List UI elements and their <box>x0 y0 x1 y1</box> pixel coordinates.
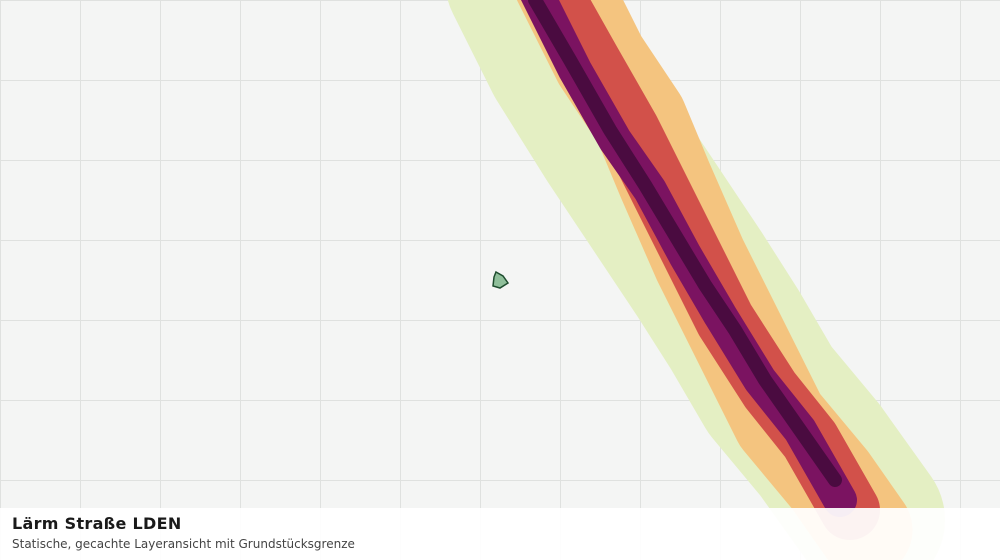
parcel-boundary <box>492 270 510 289</box>
caption-panel: Lärm Straße LDEN Statische, gecachte Lay… <box>0 508 1000 560</box>
map-subtitle: Statische, gecachte Layeransicht mit Gru… <box>12 537 355 551</box>
noise-band-75 <box>528 0 842 487</box>
noise-layer <box>447 0 945 560</box>
map-title: Lärm Straße LDEN <box>12 514 182 533</box>
